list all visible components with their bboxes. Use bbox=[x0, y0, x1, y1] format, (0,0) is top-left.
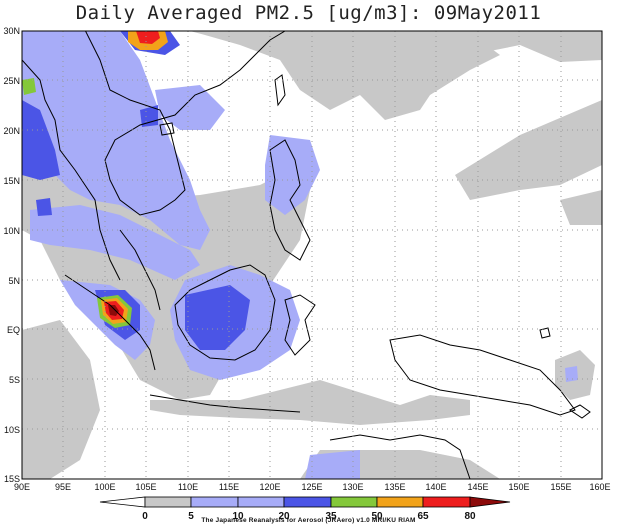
gray-region-east bbox=[455, 100, 602, 200]
lat-tick: 10N bbox=[3, 226, 20, 236]
lightblue-region-gulf bbox=[30, 205, 200, 280]
graticule bbox=[22, 31, 602, 479]
lightblue-region-mainland bbox=[22, 31, 210, 250]
lat-tick: 20N bbox=[3, 126, 20, 136]
colorbar-labels: 0 5 10 20 35 50 65 80 bbox=[142, 511, 476, 522]
lat-tick: 30N bbox=[3, 26, 20, 36]
lon-tick: 105E bbox=[135, 482, 156, 492]
longitude-axis: 90E 95E 100E 105E 110E 115E 120E 125E 13… bbox=[14, 482, 611, 492]
colorbar-cell bbox=[283, 496, 332, 508]
darkblue-region-left bbox=[36, 198, 52, 216]
colorbar-cell bbox=[422, 496, 471, 508]
colorbar-cell bbox=[469, 496, 511, 508]
colorbar-label: 5 bbox=[188, 511, 194, 522]
colorbar-cell bbox=[99, 496, 146, 508]
gray-region-right bbox=[560, 190, 602, 225]
gray-region-west-ocean bbox=[22, 320, 100, 479]
gray-region-java bbox=[150, 380, 470, 425]
lon-tick: 145E bbox=[467, 482, 488, 492]
lon-tick: 155E bbox=[550, 482, 571, 492]
lat-tick: 5N bbox=[8, 276, 20, 286]
lon-tick: 120E bbox=[259, 482, 280, 492]
hotspot-sumatra-darkred bbox=[108, 305, 119, 316]
green-region-northwest bbox=[22, 78, 36, 95]
gray-region-westpac bbox=[380, 40, 500, 100]
lightblue-region-north2 bbox=[155, 85, 225, 130]
darkblue-region-borneo bbox=[185, 285, 250, 350]
latitude-axis: 30N 25N 20N 15N 10N 5N EQ 5S 10S 15S bbox=[3, 26, 20, 484]
lon-tick: 100E bbox=[94, 482, 115, 492]
lat-tick: 15S bbox=[4, 474, 20, 484]
coast-png bbox=[389, 334, 576, 416]
map-title: Daily Averaged PM2.5 [ug/m3]: 09May2011 bbox=[75, 2, 542, 24]
colorbar-label: 35 bbox=[325, 511, 337, 522]
colorbar-label: 20 bbox=[278, 511, 290, 522]
colorbar-cell bbox=[330, 496, 378, 508]
coast-java bbox=[149, 394, 301, 413]
colorbar-cell bbox=[144, 496, 192, 508]
lon-tick: 95E bbox=[55, 482, 71, 492]
lightblue-region-smallsouth bbox=[305, 450, 360, 479]
lon-tick: 90E bbox=[14, 482, 30, 492]
colorbar-label: 10 bbox=[232, 511, 244, 522]
lightblue-region-phil bbox=[265, 135, 320, 215]
coast-australia bbox=[329, 434, 471, 479]
colorbar bbox=[99, 496, 511, 508]
pm25-fill-layer bbox=[22, 31, 602, 479]
lon-tick: 115E bbox=[219, 482, 239, 492]
coast-malay bbox=[119, 229, 161, 311]
lon-tick: 150E bbox=[508, 482, 529, 492]
coast-borneo bbox=[174, 264, 276, 361]
lat-tick: 5S bbox=[9, 375, 20, 385]
lat-tick: 10S bbox=[4, 425, 20, 435]
colorbar-cell bbox=[376, 496, 424, 508]
coast-mainland bbox=[22, 31, 286, 281]
lon-tick: 125E bbox=[301, 482, 322, 492]
coast-sulawesi bbox=[284, 294, 316, 356]
coast-sumatra bbox=[64, 274, 156, 371]
lon-tick: 110E bbox=[178, 482, 198, 492]
lat-tick: EQ bbox=[7, 325, 20, 335]
coastlines bbox=[22, 31, 591, 479]
coast-islands bbox=[539, 327, 591, 419]
credit-line: The Japanese Reanalysis for Aerosol (JRA… bbox=[201, 517, 416, 524]
darkblue-region-myanmar bbox=[22, 100, 60, 180]
lat-tick: 25N bbox=[3, 76, 20, 86]
lightblue-region-png-dot bbox=[565, 366, 578, 382]
colorbar-cell bbox=[237, 496, 285, 508]
lon-tick: 135E bbox=[384, 482, 405, 492]
lon-tick: 160E bbox=[589, 482, 610, 492]
colorbar-label: 0 bbox=[142, 511, 148, 522]
coast-taiwan bbox=[274, 74, 286, 107]
colorbar-label: 50 bbox=[371, 511, 383, 522]
colorbar-label: 80 bbox=[464, 511, 476, 522]
colorbar-label: 65 bbox=[417, 511, 429, 522]
hotspot-north-red bbox=[136, 31, 160, 44]
lon-tick: 130E bbox=[342, 482, 363, 492]
lat-tick: 15N bbox=[3, 176, 20, 186]
plot-frame bbox=[21, 30, 603, 480]
colorbar-cell bbox=[190, 496, 239, 508]
lon-tick: 140E bbox=[425, 482, 446, 492]
coast-philippines bbox=[269, 139, 311, 261]
coast-hainan bbox=[159, 122, 175, 136]
